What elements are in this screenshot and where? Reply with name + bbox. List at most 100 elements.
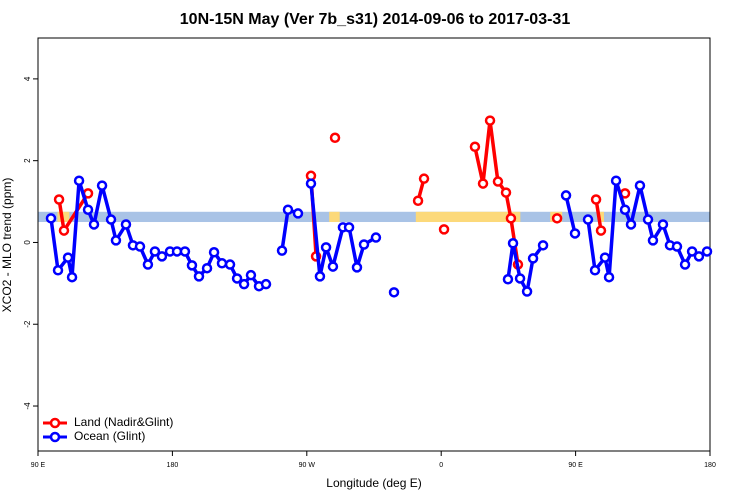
data-point bbox=[142, 259, 154, 270]
data-point bbox=[156, 251, 168, 262]
data-point bbox=[484, 115, 496, 126]
data-point bbox=[305, 178, 317, 189]
x-tick-label: 180 bbox=[167, 462, 179, 469]
data-point bbox=[201, 262, 213, 274]
data-point bbox=[388, 287, 400, 298]
data-point bbox=[343, 222, 355, 233]
data-point bbox=[610, 175, 622, 186]
x-tick-label: 0 bbox=[439, 462, 443, 469]
y-tick-label: 2 bbox=[23, 158, 32, 163]
data-point bbox=[634, 180, 646, 191]
data-point bbox=[492, 176, 504, 187]
data-point bbox=[245, 269, 257, 281]
data-point bbox=[53, 194, 65, 205]
data-point bbox=[701, 246, 713, 257]
y-tick-label: 4 bbox=[23, 76, 32, 81]
data-point bbox=[589, 265, 601, 276]
data-point bbox=[208, 247, 220, 258]
data-point bbox=[231, 273, 243, 284]
band-highlight bbox=[598, 211, 604, 223]
data-point bbox=[595, 225, 607, 236]
x-tick-label: 180 bbox=[704, 462, 716, 469]
data-point bbox=[642, 214, 654, 225]
data-point bbox=[292, 208, 304, 219]
data-point bbox=[521, 286, 533, 297]
data-point bbox=[569, 228, 581, 239]
reference-band bbox=[38, 211, 710, 223]
y-tick-label: -4 bbox=[23, 402, 32, 410]
data-point bbox=[193, 271, 205, 282]
data-point bbox=[477, 178, 489, 189]
data-point bbox=[329, 132, 341, 144]
data-point bbox=[224, 259, 236, 270]
x-tick-label: 90 E bbox=[568, 462, 583, 469]
y-axis-label: XCO2 - MLO trend (ppm) bbox=[0, 178, 14, 313]
data-point bbox=[527, 253, 539, 264]
data-point bbox=[105, 214, 117, 225]
data-point bbox=[62, 252, 74, 263]
data-point bbox=[469, 141, 481, 153]
y-tick-label: 0 bbox=[23, 240, 32, 245]
data-point bbox=[88, 219, 100, 230]
data-point bbox=[134, 241, 146, 252]
data-point bbox=[507, 238, 519, 249]
data-point bbox=[149, 246, 161, 257]
data-point bbox=[238, 278, 250, 290]
data-point bbox=[282, 204, 294, 215]
data-point bbox=[679, 259, 691, 270]
data-point bbox=[500, 187, 512, 198]
x-tick-label: 90 E bbox=[31, 462, 46, 469]
data-point bbox=[657, 219, 669, 230]
data-point bbox=[590, 194, 602, 205]
data-point bbox=[358, 239, 370, 250]
data-point bbox=[551, 213, 563, 224]
data-point bbox=[327, 261, 339, 272]
data-point bbox=[96, 180, 108, 191]
data-point bbox=[73, 175, 85, 186]
data-point bbox=[560, 190, 572, 201]
data-point bbox=[438, 224, 450, 235]
data-point bbox=[502, 274, 514, 285]
data-point bbox=[216, 258, 228, 269]
data-point bbox=[603, 271, 615, 283]
y-tick-label: -2 bbox=[23, 320, 32, 328]
data-point bbox=[120, 219, 132, 230]
data-point bbox=[320, 242, 332, 253]
data-point bbox=[537, 240, 549, 251]
data-point bbox=[582, 214, 594, 225]
data-point bbox=[505, 213, 517, 224]
band-highlight bbox=[415, 211, 521, 223]
data-point bbox=[370, 232, 382, 243]
data-point bbox=[276, 245, 288, 256]
data-point bbox=[412, 195, 424, 206]
data-point bbox=[599, 252, 611, 263]
x-axis-label: Longitude (deg E) bbox=[326, 476, 421, 490]
legend-marker bbox=[49, 431, 61, 443]
plot-frame bbox=[37, 37, 711, 452]
data-point bbox=[52, 265, 64, 276]
data-point bbox=[686, 246, 698, 257]
data-point bbox=[351, 262, 363, 273]
data-point bbox=[314, 271, 326, 282]
data-point bbox=[418, 173, 430, 184]
data-point bbox=[693, 251, 705, 262]
data-point bbox=[260, 278, 272, 290]
data-point bbox=[66, 271, 78, 283]
legend-marker bbox=[49, 417, 61, 429]
legend-label: Land (Nadir&Glint) bbox=[74, 415, 173, 429]
data-point bbox=[625, 219, 637, 230]
data-point bbox=[619, 204, 631, 215]
data-point bbox=[58, 225, 70, 236]
data-point bbox=[82, 204, 94, 215]
data-point bbox=[514, 273, 526, 284]
band-highlight bbox=[329, 211, 340, 223]
data-point bbox=[45, 213, 57, 224]
chart-title: 10N-15N May (Ver 7b_s31) 2014-09-06 to 2… bbox=[180, 11, 571, 28]
x-tick-label: 90 W bbox=[299, 462, 316, 469]
data-point bbox=[647, 235, 659, 246]
data-point bbox=[179, 246, 191, 257]
data-point bbox=[186, 260, 198, 271]
data-point bbox=[671, 241, 683, 252]
legend-label: Ocean (Glint) bbox=[74, 429, 145, 443]
